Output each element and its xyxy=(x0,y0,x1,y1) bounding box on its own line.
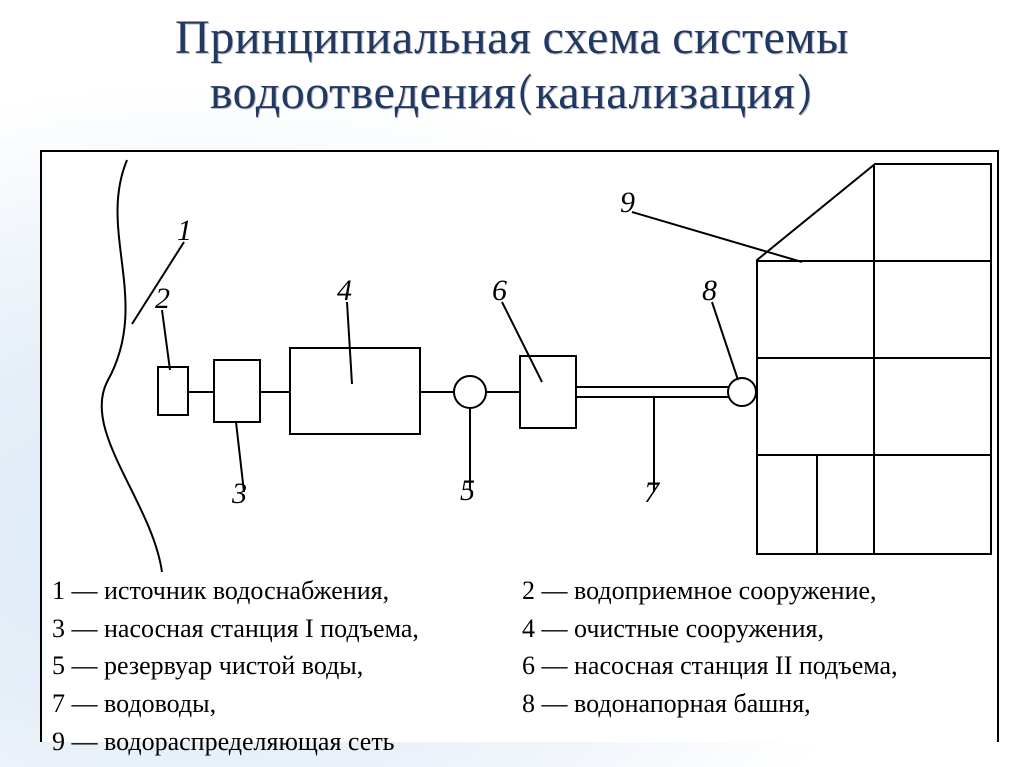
legend-block: 1 — источник водоснабжения, 2 — водоприе… xyxy=(52,572,992,760)
legend-item-7: 7 — водоводы, xyxy=(52,685,522,723)
legend-item-2: 2 — водоприемное сооружение, xyxy=(522,572,992,610)
callout-9-label: 9 xyxy=(620,186,635,220)
callout-8-label: 8 xyxy=(702,274,717,308)
callout-3-label: 3 xyxy=(232,477,247,511)
legend-row: 3 — насосная станция I подъема, 4 — очис… xyxy=(52,610,992,648)
callout-4-label: 4 xyxy=(337,274,352,308)
legend-row: 9 — водораспределяющая сеть xyxy=(52,723,992,761)
legend-item-9: 9 — водораспределяющая сеть xyxy=(52,723,522,761)
legend-row: 1 — источник водоснабжения, 2 — водоприе… xyxy=(52,572,992,610)
legend-item-3: 3 — насосная станция I подъема, xyxy=(52,610,522,648)
callout-7-label: 7 xyxy=(644,476,659,510)
title-block: Принципиальная схема системы водоотведен… xyxy=(0,0,1024,120)
callout-1-label: 1 xyxy=(177,214,192,248)
legend-item-4: 4 — очистные сооружения, xyxy=(522,610,992,648)
title-line-1: Принципиальная схема системы xyxy=(175,10,849,65)
page-title: Принципиальная схема системы водоотведен… xyxy=(30,10,994,120)
legend-item-1: 1 — источник водоснабжения, xyxy=(52,572,522,610)
legend-item-8: 8 — водонапорная башня, xyxy=(522,685,992,723)
callout-5-label: 5 xyxy=(460,474,475,508)
callout-6-label: 6 xyxy=(492,274,507,308)
diagram-frame: 1 2 3 4 5 6 7 8 9 1 — источник водоснабж… xyxy=(40,150,999,742)
legend-item-10 xyxy=(522,723,992,761)
legend-item-6: 6 — насосная станция II подъема, xyxy=(522,647,992,685)
title-line-2: водоотведения(канализация) xyxy=(210,65,814,120)
legend-item-5: 5 — резервуар чистой воды, xyxy=(52,647,522,685)
legend-row: 5 — резервуар чистой воды, 6 — насосная … xyxy=(52,647,992,685)
legend-row: 7 — водоводы, 8 — водонапорная башня, xyxy=(52,685,992,723)
callout-2-label: 2 xyxy=(155,282,170,316)
